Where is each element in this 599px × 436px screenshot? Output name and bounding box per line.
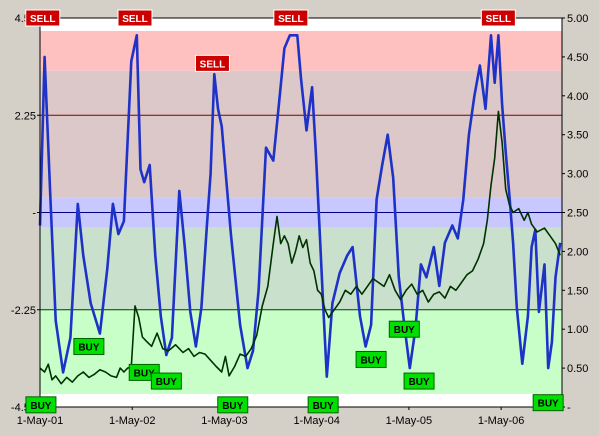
right-tick-label: - xyxy=(567,402,571,414)
right-tick-label: 3.50 xyxy=(567,130,588,142)
buy-signal: BUY xyxy=(73,337,105,355)
right-tick-label: 4.00 xyxy=(567,91,588,103)
left-tick-label: 2.25 xyxy=(15,110,36,122)
sell-label: SELL xyxy=(278,14,304,25)
right-tick-label: 4.50 xyxy=(567,52,588,64)
buy-label: BUY xyxy=(156,377,177,388)
buy-signal: BUY xyxy=(355,350,387,368)
x-tick-label: 1-May-02 xyxy=(109,415,155,427)
zone-oversold xyxy=(40,309,562,395)
sell-signal: SELL xyxy=(117,9,153,27)
right-tick-label: 0.50 xyxy=(567,363,588,375)
right-y-axis: - 0.50 1.00 1.50 2.00 2.50 3.00 3.50 4.00 4.50 5.0… xyxy=(562,13,588,414)
x-tick-label: 1-May-01 xyxy=(17,415,63,427)
buy-label: BUY xyxy=(222,401,243,412)
right-tick-label: 5.00 xyxy=(567,13,588,25)
buy-box xyxy=(73,337,105,355)
x-tick-label: 1-May-03 xyxy=(201,415,247,427)
sell-box xyxy=(25,9,61,27)
buy-box xyxy=(25,396,57,414)
buy-label: BUY xyxy=(538,399,559,410)
right-tick-label: 2.00 xyxy=(567,246,588,258)
buy-box xyxy=(403,372,435,390)
x-axis: 1-May-01 1-May-02 1-May-03 1-May-04 1-May-05… xyxy=(17,407,524,427)
buy-box xyxy=(217,396,249,414)
buy-signal: BUY xyxy=(388,320,420,338)
buy-label: BUY xyxy=(361,355,382,366)
right-tick-label: 1.00 xyxy=(567,324,588,336)
buy-label: BUY xyxy=(313,401,334,412)
right-tick-label: 3.00 xyxy=(567,169,588,181)
sell-label: SELL xyxy=(486,14,512,25)
buy-box xyxy=(388,320,420,338)
right-tick-label: 1.50 xyxy=(567,285,588,297)
buy-label: BUY xyxy=(134,368,155,379)
sell-signal: SELL xyxy=(194,54,230,72)
buy-box xyxy=(150,372,182,390)
sell-label: SELL xyxy=(30,14,56,25)
left-tick-label: -2.25 xyxy=(11,305,36,317)
buy-signal: BUY xyxy=(307,396,339,414)
series-line-0 xyxy=(38,34,562,378)
buy-signal: BUY xyxy=(532,394,564,412)
sell-signal: SELL xyxy=(273,9,309,27)
buy-box xyxy=(532,394,564,412)
sell-signal: SELL xyxy=(25,9,61,27)
sell-label: SELL xyxy=(122,14,148,25)
buy-signal: BUY xyxy=(150,372,182,390)
right-tick-label: 2.50 xyxy=(567,208,588,220)
buy-box xyxy=(355,350,387,368)
x-tick-label: 1-May-05 xyxy=(386,415,432,427)
sell-signal: SELL xyxy=(480,9,516,27)
buy-signal: BUY xyxy=(217,396,249,414)
sell-box xyxy=(194,54,230,72)
buy-label: BUY xyxy=(394,325,415,336)
sell-box xyxy=(480,9,516,27)
reference-lines-layer xyxy=(40,114,562,311)
buy-signal: BUY xyxy=(25,396,57,414)
left-tick-label: - xyxy=(32,208,36,220)
series-layer xyxy=(38,34,562,385)
buy-label: BUY xyxy=(30,401,51,412)
buy-box xyxy=(307,396,339,414)
x-tick-label: 1-May-04 xyxy=(293,415,339,427)
left-y-axis: -4.50-2.25-2.254.50 xyxy=(11,13,40,414)
x-tick-label: 1-May-06 xyxy=(478,415,524,427)
sell-box xyxy=(273,9,309,27)
sell-box xyxy=(117,9,153,27)
buy-signal: BUY xyxy=(403,372,435,390)
sell-label: SELL xyxy=(200,59,226,70)
buy-label: BUY xyxy=(78,342,99,353)
buy-label: BUY xyxy=(408,377,429,388)
series-line-1 xyxy=(39,110,561,385)
